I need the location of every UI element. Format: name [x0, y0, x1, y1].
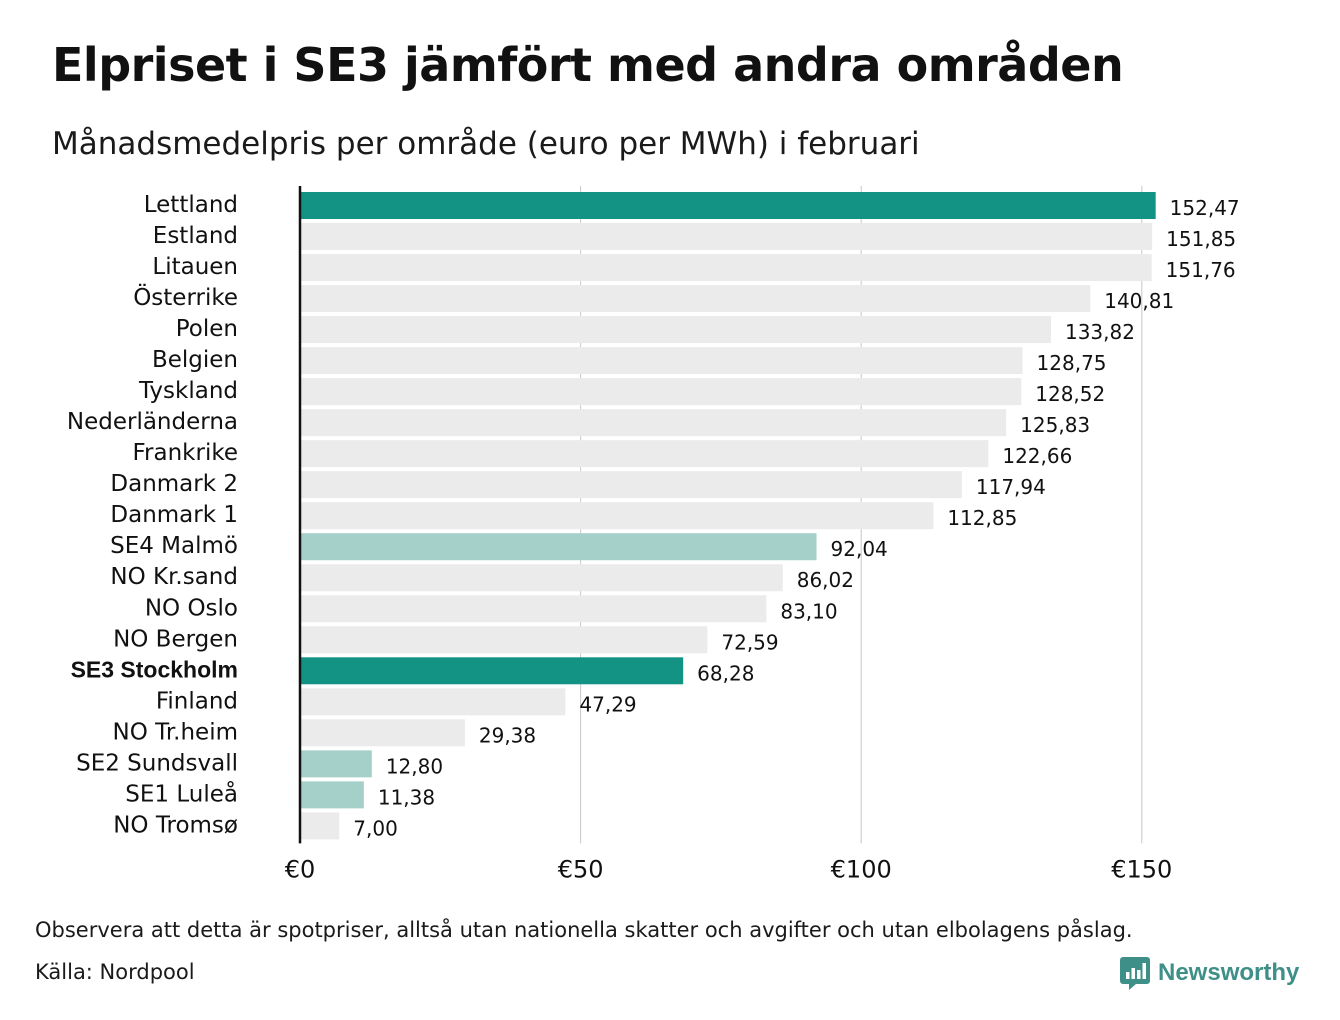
category-label: Danmark 1 [110, 502, 238, 528]
x-tick-label: €150 [1111, 855, 1172, 883]
bar [300, 192, 1156, 219]
value-label: 12,80 [386, 754, 443, 778]
bar [300, 378, 1022, 406]
value-label: 133,82 [1065, 320, 1135, 344]
value-label: 140,81 [1104, 289, 1174, 313]
value-label: 125,83 [1020, 413, 1090, 437]
footnote: Observera att detta är spotpriser, allts… [35, 918, 1133, 942]
category-label: NO Oslo [145, 595, 238, 621]
category-label: NO Tromsø [113, 812, 238, 838]
source-note: Källa: Nordpool [35, 960, 195, 984]
category-label: Belgien [152, 347, 238, 373]
bar [300, 781, 364, 809]
value-label: 68,28 [697, 661, 754, 685]
value-label: 92,04 [831, 537, 888, 561]
category-label: Tyskland [138, 378, 238, 404]
bar [300, 502, 934, 530]
category-label: Litauen [152, 254, 238, 280]
bar [300, 254, 1152, 282]
value-label: 151,76 [1166, 258, 1236, 282]
bar [300, 564, 783, 592]
category-label: NO Bergen [113, 626, 238, 652]
value-label: 11,38 [378, 785, 435, 809]
category-label: Frankrike [133, 440, 239, 466]
bar [300, 626, 708, 654]
bar-chart: Lettland 152,47 Estland 151,85 Litauen 151,76… [67, 186, 1240, 883]
bar [300, 285, 1091, 313]
x-tick-label: €100 [831, 855, 892, 883]
value-label: 7,00 [353, 816, 398, 840]
category-label: SE2 Sundsvall [76, 750, 238, 776]
brand-logo: Newsworthy [1120, 955, 1299, 991]
category-label: SE1 Luleå [125, 779, 238, 807]
category-label: Österrike [133, 283, 238, 311]
value-label: 128,52 [1035, 382, 1105, 406]
chart-subtitle: Månadsmedelpris per område (euro per MWh… [52, 126, 920, 162]
value-label: 29,38 [479, 723, 536, 747]
newsworthy-logo-icon [1120, 957, 1150, 990]
x-tick-label: €50 [558, 855, 604, 883]
bar [300, 440, 989, 468]
value-label: 152,47 [1170, 196, 1240, 220]
bar [300, 688, 566, 716]
category-label: NO Tr.heim [113, 719, 238, 745]
x-tick-label: €0 [285, 855, 316, 883]
bar [300, 316, 1051, 344]
bar [300, 409, 1007, 437]
bar [300, 471, 962, 499]
bar [300, 750, 372, 778]
category-label: Nederländerna [67, 409, 238, 435]
value-label: 72,59 [721, 630, 778, 654]
category-label: NO Kr.sand [110, 564, 238, 590]
category-label: Estland [153, 223, 238, 249]
value-label: 112,85 [947, 506, 1017, 530]
category-label: Danmark 2 [110, 471, 238, 497]
value-label: 128,75 [1037, 351, 1107, 375]
chart-title: Elpriset i SE3 jämfört med andra områden [52, 38, 1124, 92]
bar [300, 223, 1153, 251]
bar [300, 657, 684, 685]
category-label: SE3 Stockholm [71, 656, 238, 682]
bar [300, 812, 340, 840]
bar [300, 347, 1023, 375]
value-label: 86,02 [797, 568, 854, 592]
brand-name: Newsworthy [1158, 959, 1300, 986]
category-label: Polen [176, 316, 238, 342]
value-label: 151,85 [1166, 227, 1236, 251]
bar [300, 595, 767, 623]
bar [300, 719, 465, 747]
category-label: SE4 Malmö [110, 533, 238, 559]
value-label: 47,29 [579, 692, 636, 716]
value-label: 83,10 [780, 599, 837, 623]
bar [300, 533, 817, 561]
category-label: Finland [156, 688, 238, 714]
value-label: 122,66 [1002, 444, 1072, 468]
category-label: Lettland [144, 192, 238, 218]
value-label: 117,94 [976, 475, 1046, 499]
